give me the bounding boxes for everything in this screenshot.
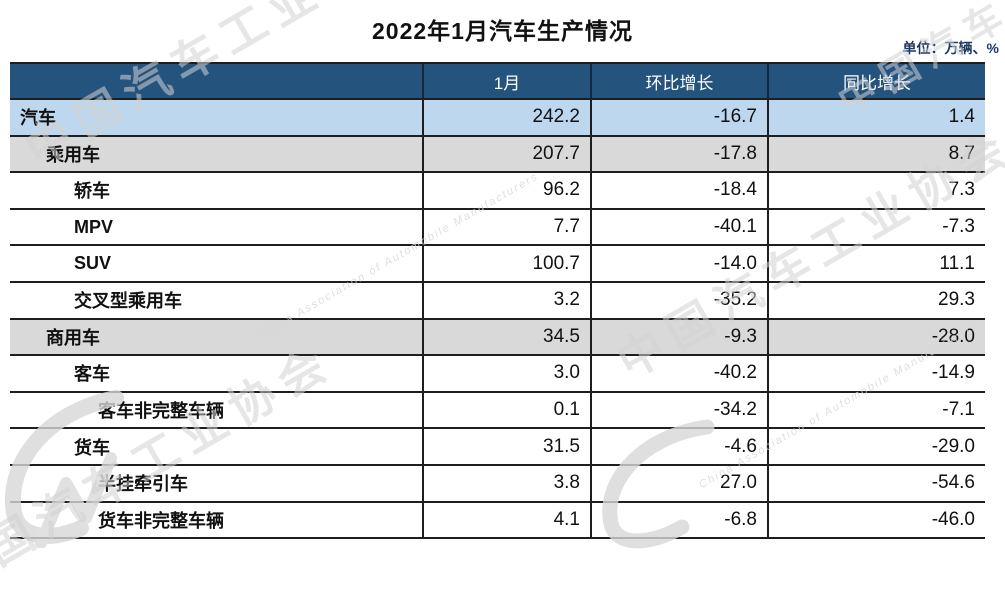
cell-jan: 3.2 <box>422 283 590 318</box>
table-row: SUV 100.7 -14.0 11.1 <box>10 246 985 283</box>
cell-jan: 242.2 <box>422 100 590 135</box>
cell-mom: -6.8 <box>590 503 767 538</box>
table-row: MPV 7.7 -40.1 -7.3 <box>10 210 985 247</box>
table-row: 商用车 34.5 -9.3 -28.0 <box>10 320 985 357</box>
cell-jan: 207.7 <box>422 137 590 172</box>
row-label: 客车非完整车辆 <box>10 393 422 428</box>
cell-yoy: -46.0 <box>767 503 985 538</box>
cell-jan: 3.8 <box>422 466 590 501</box>
cell-yoy: 7.3 <box>767 173 985 208</box>
cell-mom: -16.7 <box>590 100 767 135</box>
table-row: 客车非完整车辆 0.1 -34.2 -7.1 <box>10 393 985 430</box>
cell-yoy: 1.4 <box>767 100 985 135</box>
cell-mom: -18.4 <box>590 173 767 208</box>
table-row: 货车 31.5 -4.6 -29.0 <box>10 429 985 466</box>
table-row: 交叉型乘用车 3.2 -35.2 29.3 <box>10 283 985 320</box>
cell-yoy: -28.0 <box>767 320 985 355</box>
cell-jan: 7.7 <box>422 210 590 245</box>
cell-yoy: -54.6 <box>767 466 985 501</box>
table-row: 半挂牵引车 3.8 27.0 -54.6 <box>10 466 985 503</box>
cell-jan: 34.5 <box>422 320 590 355</box>
header-cell-january: 1月 <box>422 64 590 98</box>
table-row: 客车 3.0 -40.2 -14.9 <box>10 356 985 393</box>
cell-mom: -17.8 <box>590 137 767 172</box>
row-label: 汽车 <box>10 100 422 135</box>
cell-mom: -35.2 <box>590 283 767 318</box>
row-label: 交叉型乘用车 <box>10 283 422 318</box>
cell-jan: 31.5 <box>422 429 590 464</box>
cell-jan: 96.2 <box>422 173 590 208</box>
cell-mom: -40.1 <box>590 210 767 245</box>
row-label: SUV <box>10 246 422 281</box>
cell-mom: -34.2 <box>590 393 767 428</box>
row-label: 货车非完整车辆 <box>10 503 422 538</box>
cell-yoy: 29.3 <box>767 283 985 318</box>
row-label: 轿车 <box>10 173 422 208</box>
table-row: 汽车 242.2 -16.7 1.4 <box>10 100 985 137</box>
table-row: 货车非完整车辆 4.1 -6.8 -46.0 <box>10 503 985 540</box>
row-label: 半挂牵引车 <box>10 466 422 501</box>
cell-mom: -9.3 <box>590 320 767 355</box>
table-header-row: 1月 环比增长 同比增长 <box>10 62 985 100</box>
cell-mom: -14.0 <box>590 246 767 281</box>
cell-mom: -40.2 <box>590 356 767 391</box>
cell-yoy: -29.0 <box>767 429 985 464</box>
page-title: 2022年1月汽车生产情况 <box>0 12 1005 46</box>
cell-yoy: -7.3 <box>767 210 985 245</box>
row-label: MPV <box>10 210 422 245</box>
row-label: 客车 <box>10 356 422 391</box>
header-cell-mom-growth: 环比增长 <box>590 64 767 98</box>
cell-yoy: 8.7 <box>767 137 985 172</box>
cell-jan: 3.0 <box>422 356 590 391</box>
cell-mom: -4.6 <box>590 429 767 464</box>
header-cell-yoy-growth: 同比增长 <box>767 64 985 98</box>
table-row: 乘用车 207.7 -17.8 8.7 <box>10 137 985 174</box>
table-row: 轿车 96.2 -18.4 7.3 <box>10 173 985 210</box>
cell-yoy: 11.1 <box>767 246 985 281</box>
cell-yoy: -7.1 <box>767 393 985 428</box>
cell-jan: 0.1 <box>422 393 590 428</box>
row-label: 商用车 <box>10 320 422 355</box>
row-label: 乘用车 <box>10 137 422 172</box>
cell-yoy: -14.9 <box>767 356 985 391</box>
unit-label: 单位：万辆、% <box>903 38 999 58</box>
row-label: 货车 <box>10 429 422 464</box>
cell-jan: 4.1 <box>422 503 590 538</box>
cell-jan: 100.7 <box>422 246 590 281</box>
production-table: 1月 环比增长 同比增长 汽车 242.2 -16.7 1.4 乘用车 207.… <box>10 62 985 539</box>
cell-mom: 27.0 <box>590 466 767 501</box>
header-cell-category <box>10 64 422 98</box>
